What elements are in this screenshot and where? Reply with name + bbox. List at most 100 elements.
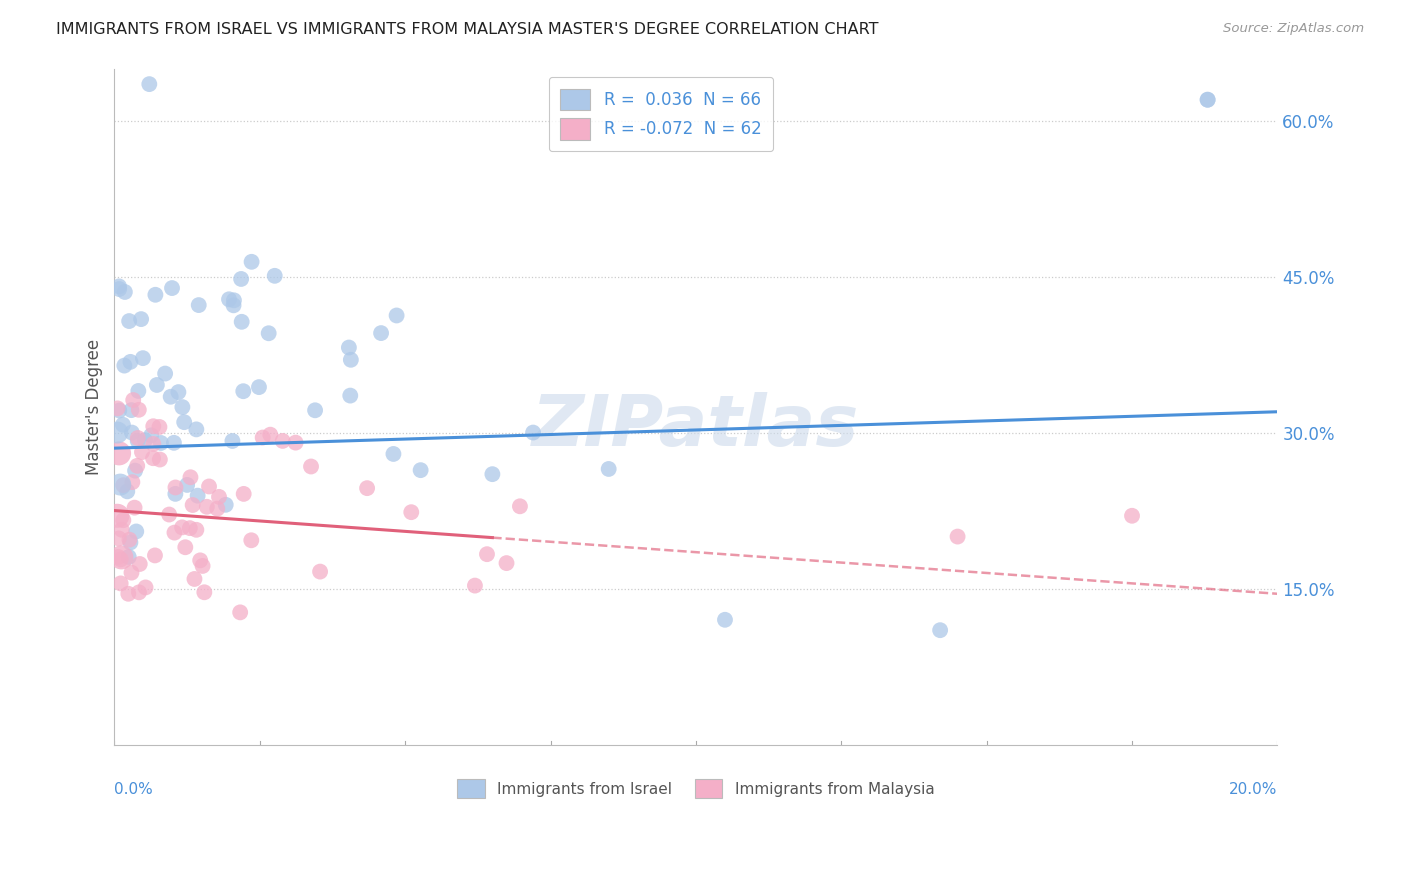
Point <box>215 498 238 512</box>
Point <box>186 523 208 537</box>
Point <box>127 434 149 448</box>
Point <box>222 298 245 312</box>
Point <box>370 326 392 340</box>
Y-axis label: Master's Degree: Master's Degree <box>86 338 103 475</box>
Point <box>481 467 503 482</box>
Point <box>107 549 129 564</box>
Point <box>108 279 131 293</box>
Point <box>143 549 166 563</box>
Point <box>522 425 544 440</box>
Point <box>186 422 208 436</box>
Point <box>141 428 163 442</box>
Point <box>181 498 204 512</box>
Point <box>145 287 167 301</box>
Point <box>299 459 322 474</box>
Point <box>339 388 361 402</box>
Point <box>340 352 363 367</box>
Point <box>191 558 214 573</box>
Text: IMMIGRANTS FROM ISRAEL VS IMMIGRANTS FROM MALAYSIA MASTER'S DEGREE CORRELATION C: IMMIGRANTS FROM ISRAEL VS IMMIGRANTS FRO… <box>56 22 879 37</box>
Point <box>222 293 245 308</box>
Point <box>127 384 149 398</box>
Point <box>304 403 326 417</box>
Point <box>124 500 146 515</box>
Point <box>252 431 274 445</box>
Point <box>142 451 165 466</box>
Point <box>198 479 221 493</box>
Point <box>179 521 201 535</box>
Point <box>120 535 142 549</box>
Point <box>110 477 132 491</box>
Point <box>108 403 131 417</box>
Point <box>108 282 131 296</box>
Point <box>1197 93 1219 107</box>
Point <box>128 585 150 599</box>
Point <box>160 281 183 295</box>
Point <box>337 341 360 355</box>
Point <box>167 385 190 400</box>
Point <box>195 500 218 514</box>
Point <box>138 77 160 91</box>
Point <box>382 447 405 461</box>
Text: ZIPatlas: ZIPatlas <box>533 392 859 461</box>
Point <box>149 436 172 450</box>
Point <box>131 445 153 459</box>
Point <box>125 524 148 539</box>
Point <box>110 576 132 591</box>
Point <box>240 255 263 269</box>
Point <box>149 452 172 467</box>
Text: 20.0%: 20.0% <box>1229 781 1278 797</box>
Point <box>120 355 142 369</box>
Point <box>188 553 211 567</box>
Point <box>142 419 165 434</box>
Point <box>135 581 157 595</box>
Point <box>153 367 176 381</box>
Point <box>122 392 145 407</box>
Point <box>240 533 263 548</box>
Point <box>132 351 155 366</box>
Point <box>284 435 307 450</box>
Point <box>309 565 332 579</box>
Point <box>259 427 281 442</box>
Point <box>271 434 294 448</box>
Point <box>356 481 378 495</box>
Point <box>110 550 132 565</box>
Point <box>401 505 423 519</box>
Point <box>107 532 129 546</box>
Point <box>165 487 187 501</box>
Point <box>148 420 170 434</box>
Point <box>163 435 186 450</box>
Point <box>174 541 197 555</box>
Point <box>263 268 285 283</box>
Point <box>128 402 150 417</box>
Point <box>111 523 134 537</box>
Point <box>114 285 136 299</box>
Point <box>108 446 131 460</box>
Point <box>257 326 280 341</box>
Point <box>121 566 143 580</box>
Point <box>229 606 252 620</box>
Point <box>409 463 432 477</box>
Point <box>118 314 141 328</box>
Point <box>117 484 139 499</box>
Point <box>183 572 205 586</box>
Point <box>105 425 128 440</box>
Point <box>142 437 165 451</box>
Point <box>179 470 201 484</box>
Point <box>231 315 253 329</box>
Point <box>172 400 194 414</box>
Point <box>218 293 240 307</box>
Point <box>124 464 146 478</box>
Point <box>128 557 150 571</box>
Point <box>112 513 135 527</box>
Point <box>105 508 128 523</box>
Point <box>110 552 132 566</box>
Point <box>231 272 253 286</box>
Point <box>714 613 737 627</box>
Point <box>112 359 135 373</box>
Point <box>146 378 169 392</box>
Legend: Immigrants from Israel, Immigrants from Malaysia: Immigrants from Israel, Immigrants from … <box>451 772 941 805</box>
Point <box>163 525 186 540</box>
Point <box>221 434 243 448</box>
Point <box>173 415 195 429</box>
Text: 0.0%: 0.0% <box>114 781 153 797</box>
